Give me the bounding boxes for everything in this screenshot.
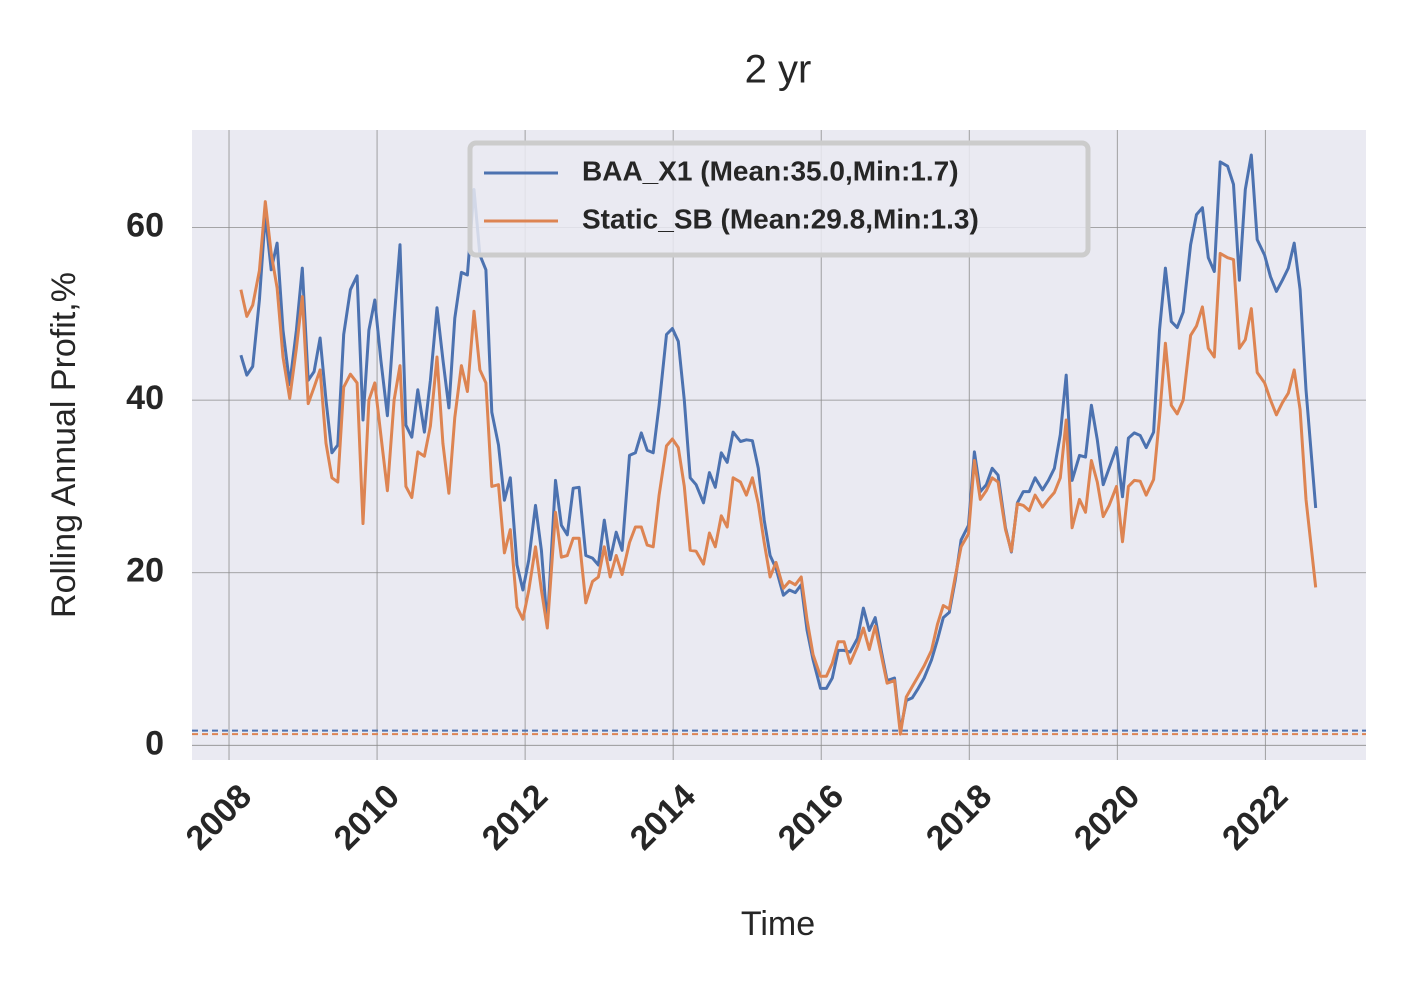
x-tick-label: 2010 [327, 777, 407, 857]
x-tick-label: 2018 [919, 777, 999, 857]
x-tick-label: 2012 [475, 777, 555, 857]
x-tick-label: 2008 [179, 777, 259, 857]
x-axis-label: Time [741, 905, 815, 943]
legend-label: Static_SB (Mean:29.8,Min:1.3) [582, 203, 979, 234]
y-tick-label: 60 [126, 207, 164, 245]
y-axis-label: Rolling Annual Profit,% [45, 272, 83, 618]
y-tick-label: 20 [126, 552, 164, 590]
x-tick-label: 2014 [623, 777, 703, 857]
x-tick-label: 2020 [1067, 777, 1147, 857]
x-tick-label: 2016 [771, 777, 851, 857]
legend-label: BAA_X1 (Mean:35.0,Min:1.7) [582, 155, 959, 186]
y-tick-label: 40 [126, 379, 164, 417]
x-tick-label: 2022 [1215, 777, 1295, 857]
y-tick-label: 0 [145, 724, 164, 762]
legend: BAA_X1 (Mean:35.0,Min:1.7) Static_SB (Mea… [467, 140, 1091, 258]
series-line [239, 153, 1318, 733]
chart-title: 2 yr [745, 48, 812, 92]
series-line [239, 200, 1318, 736]
legend-box [467, 140, 1091, 258]
